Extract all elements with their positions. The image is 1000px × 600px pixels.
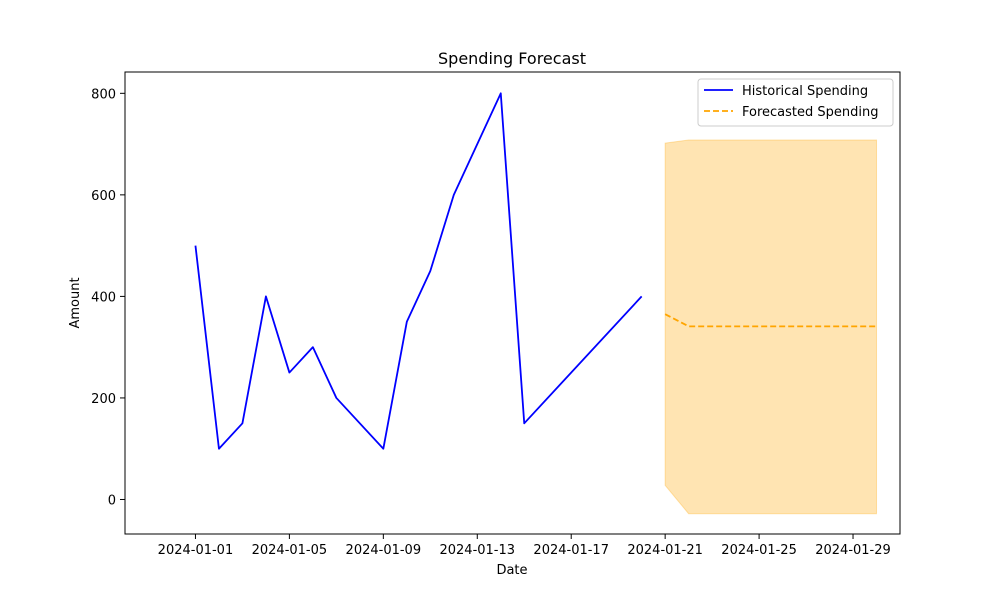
- y-axis-label: Amount: [68, 277, 83, 328]
- y-tick-label: 600: [91, 189, 116, 204]
- series-layer: [194, 92, 877, 450]
- y-tick-label: 800: [91, 87, 116, 102]
- x-tick-label: 2024-01-01: [158, 543, 234, 558]
- x-tick-label: 2024-01-05: [252, 543, 328, 558]
- forecasted-spending-line: [664, 313, 877, 328]
- chart-title: Spending Forecast: [438, 49, 586, 68]
- legend-label-historical: Historical Spending: [742, 84, 868, 99]
- y-tick-label: 0: [108, 493, 116, 508]
- historical-spending-line: [194, 92, 643, 450]
- x-axis-ticks: 2024-01-01 2024-01-05 2024-01-09 2024-01-13…: [158, 534, 891, 558]
- x-tick-label: 2024-01-13: [439, 543, 515, 558]
- y-tick-label: 200: [91, 392, 116, 407]
- x-tick-label: 2024-01-25: [721, 543, 797, 558]
- x-tick-label: 2024-01-09: [346, 543, 422, 558]
- x-axis-label: Date: [496, 563, 527, 578]
- legend-label-forecast: Forecasted Spending: [742, 105, 879, 120]
- x-tick-label: 2024-01-17: [533, 543, 609, 558]
- legend-frame: [697, 78, 894, 127]
- y-tick-label: 400: [91, 290, 116, 305]
- x-tick-label: 2024-01-29: [815, 543, 891, 558]
- plot-area-frame: [124, 71, 901, 535]
- y-axis-ticks: 0 200 400 600 800: [91, 87, 125, 508]
- legend: Historical Spending Forecasted Spending: [697, 78, 894, 127]
- x-tick-label: 2024-01-21: [627, 543, 703, 558]
